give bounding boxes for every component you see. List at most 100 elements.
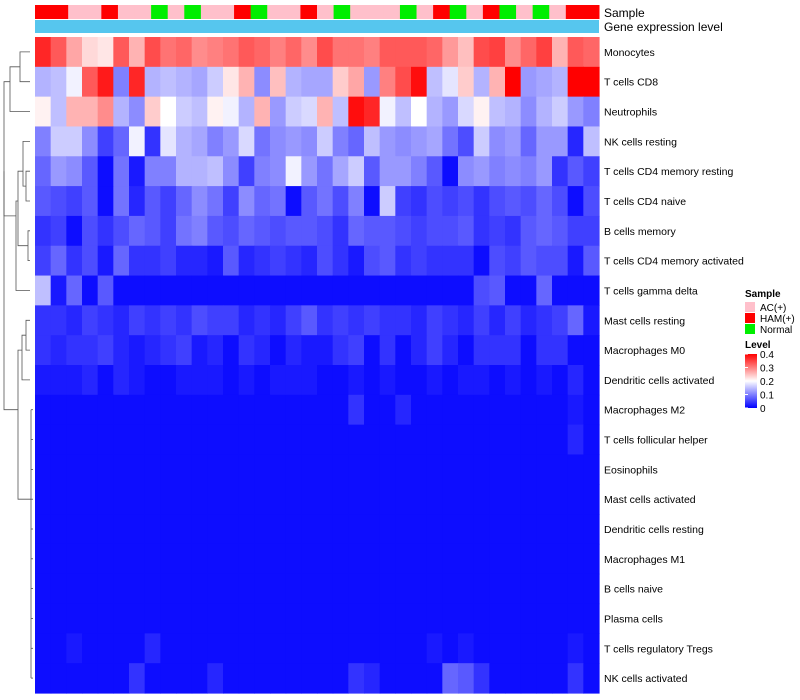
heatmap-cell — [536, 96, 553, 128]
heatmap-cell — [285, 484, 302, 515]
heatmap-cell — [223, 573, 240, 605]
heatmap-cell — [35, 394, 52, 426]
heatmap-cell — [144, 215, 161, 247]
sample-annotation-cell — [317, 5, 335, 19]
heatmap-cell — [270, 514, 287, 545]
heatmap-cell — [285, 66, 302, 98]
heatmap-cell — [567, 126, 584, 157]
heatmap-cell — [129, 573, 146, 605]
sample-annotation-cell — [84, 5, 102, 19]
heatmap-cell — [223, 365, 240, 396]
heatmap-cell — [489, 275, 506, 306]
sample-annotation-cell — [51, 5, 69, 19]
heatmap-cell — [473, 66, 490, 98]
heatmap-cell — [50, 305, 67, 336]
heatmap-cell — [254, 275, 271, 306]
dendrogram-branch — [19, 51, 30, 83]
heatmap-cell — [66, 96, 83, 128]
heatmap-cell — [160, 305, 177, 336]
heatmap-cell — [113, 275, 130, 306]
heatmap-cell — [144, 484, 161, 515]
heatmap-cell — [332, 186, 349, 217]
heatmap-cell — [426, 305, 443, 336]
heatmap-cell — [505, 424, 522, 456]
heatmap-cell — [552, 394, 569, 426]
heatmap-cell — [348, 126, 365, 157]
heatmap-cell — [520, 633, 537, 664]
heatmap-cell — [395, 365, 412, 396]
heatmap-cell — [191, 424, 208, 456]
heatmap-cell — [207, 96, 224, 128]
legend-item-label: Normal — [760, 325, 792, 336]
heatmap-cell — [238, 215, 255, 247]
heatmap-cell — [458, 424, 475, 456]
heatmap-cell — [176, 573, 193, 605]
heatmap-cell — [536, 484, 553, 515]
heatmap-cell — [552, 514, 569, 545]
heatmap-cell — [113, 215, 130, 247]
heatmap-cell — [35, 543, 52, 575]
heatmap-cell — [176, 484, 193, 515]
heatmap-cell — [285, 335, 302, 366]
heatmap-cell — [160, 543, 177, 575]
heatmap-cell — [144, 514, 161, 545]
heatmap-cell — [332, 454, 349, 485]
heatmap-cell — [191, 603, 208, 634]
heatmap-cell — [473, 305, 490, 336]
heatmap-cell — [583, 603, 600, 634]
heatmap-cell — [285, 543, 302, 575]
heatmap-cell — [505, 37, 522, 68]
heatmap-cell — [191, 275, 208, 306]
heatmap-cell — [411, 156, 428, 187]
heatmap-cell — [567, 573, 584, 605]
heatmap-cell — [35, 275, 52, 306]
heatmap-cell — [489, 37, 506, 68]
heatmap-cell — [301, 573, 318, 605]
heatmap-cell — [395, 663, 412, 694]
heatmap-cell — [426, 484, 443, 515]
heatmap-cell — [223, 514, 240, 545]
sample-annotation-cell — [35, 5, 53, 19]
heatmap-cell — [567, 603, 584, 634]
heatmap-cell — [254, 186, 271, 217]
heatmap-cell — [442, 633, 459, 664]
heatmap-cell — [426, 275, 443, 306]
heatmap-cell — [395, 156, 412, 187]
heatmap-cell — [552, 66, 569, 98]
heatmap-cell — [505, 484, 522, 515]
heatmap-cell — [505, 365, 522, 396]
heatmap-cell — [411, 394, 428, 426]
heatmap-cell — [364, 514, 381, 545]
heatmap-cell — [317, 245, 334, 277]
heatmap-cells — [35, 37, 600, 694]
heatmap-cell — [395, 215, 412, 247]
heatmap-cell — [364, 156, 381, 187]
heatmap-cell — [473, 215, 490, 247]
heatmap-cell — [379, 305, 396, 336]
heatmap-cell — [66, 543, 83, 575]
heatmap-cell — [505, 96, 522, 128]
heatmap-cell — [113, 484, 130, 515]
heatmap-cell — [301, 543, 318, 575]
heatmap-cell — [50, 186, 67, 217]
heatmap-cell — [207, 633, 224, 664]
sample-annotation-cell — [499, 5, 517, 19]
heatmap-cell — [223, 126, 240, 157]
heatmap-cell — [254, 215, 271, 247]
heatmap-cell — [520, 305, 537, 336]
heatmap-cell — [583, 275, 600, 306]
heatmap-cell — [379, 573, 396, 605]
heatmap-cell — [489, 514, 506, 545]
heatmap-cell — [66, 424, 83, 456]
heatmap-cell — [238, 484, 255, 515]
heatmap-cell — [552, 215, 569, 247]
expression-annotation-track — [35, 20, 599, 33]
heatmap-cell — [35, 245, 52, 277]
heatmap-cell — [82, 96, 99, 128]
heatmap-cell — [223, 275, 240, 306]
heatmap-cell — [176, 514, 193, 545]
heatmap-cell — [536, 573, 553, 605]
heatmap-cell — [458, 245, 475, 277]
heatmap-cell — [238, 37, 255, 68]
heatmap-cell — [270, 663, 287, 694]
